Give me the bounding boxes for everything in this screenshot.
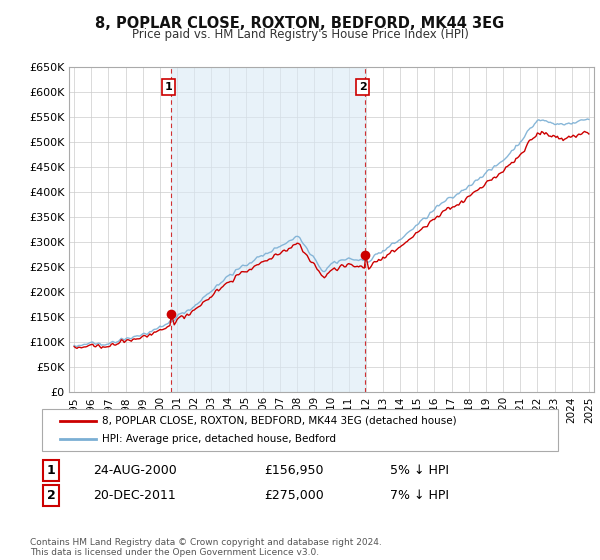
Text: 20-DEC-2011: 20-DEC-2011 [93,489,176,502]
Text: 5% ↓ HPI: 5% ↓ HPI [390,464,449,477]
Text: 2: 2 [47,489,55,502]
Text: Contains HM Land Registry data © Crown copyright and database right 2024.
This d: Contains HM Land Registry data © Crown c… [30,538,382,557]
Text: £156,950: £156,950 [264,464,323,477]
Text: 8, POPLAR CLOSE, ROXTON, BEDFORD, MK44 3EG (detached house): 8, POPLAR CLOSE, ROXTON, BEDFORD, MK44 3… [102,416,457,426]
Text: 8, POPLAR CLOSE, ROXTON, BEDFORD, MK44 3EG: 8, POPLAR CLOSE, ROXTON, BEDFORD, MK44 3… [95,16,505,31]
Text: 1: 1 [164,82,172,92]
Text: 1: 1 [47,464,55,477]
Text: 24-AUG-2000: 24-AUG-2000 [93,464,177,477]
Text: 2: 2 [359,82,367,92]
Text: Price paid vs. HM Land Registry's House Price Index (HPI): Price paid vs. HM Land Registry's House … [131,28,469,41]
Text: £275,000: £275,000 [264,489,324,502]
Text: HPI: Average price, detached house, Bedford: HPI: Average price, detached house, Bedf… [102,434,336,444]
Text: 7% ↓ HPI: 7% ↓ HPI [390,489,449,502]
Bar [171,67,365,392]
